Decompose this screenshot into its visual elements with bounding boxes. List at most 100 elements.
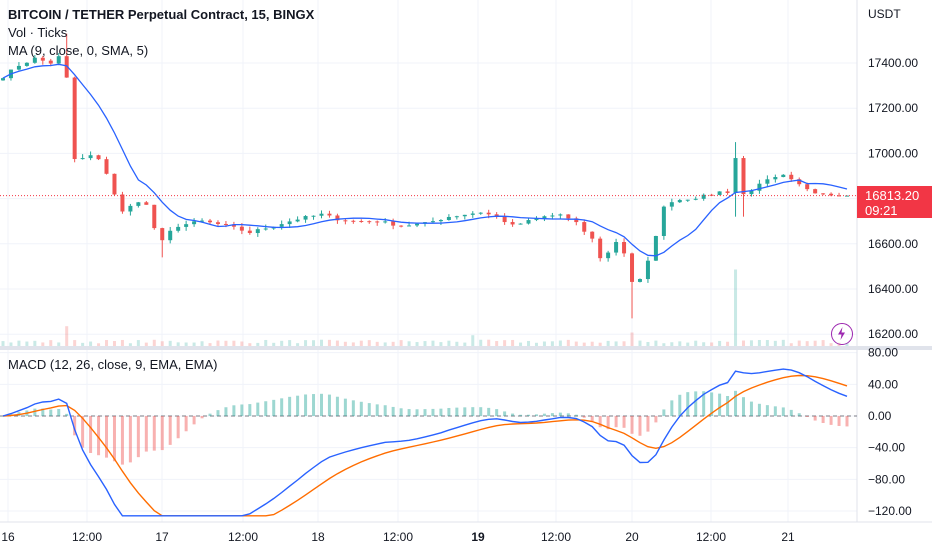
macd-hist-bar (813, 416, 817, 421)
volume-bar (152, 339, 156, 346)
macd-hist-bar (598, 416, 602, 428)
macd-hist-bar (232, 405, 236, 416)
volume-bar (112, 341, 116, 346)
macd-hist-bar (805, 416, 809, 417)
macd-hist-bar (749, 401, 753, 416)
macd-hist-bar (773, 406, 777, 416)
candle-body (255, 229, 260, 234)
macd-hist-bar (272, 399, 276, 416)
volume-bar (805, 341, 809, 346)
ma-legend[interactable]: MA (9, close, 0, SMA, 5) (8, 43, 149, 58)
volume-bar (375, 341, 379, 346)
volume-bars (1, 269, 849, 346)
candle-body (614, 242, 619, 253)
volume-bar (471, 335, 475, 346)
macd-hist-bar (797, 413, 801, 416)
macd-hist-bar (527, 414, 531, 416)
candle-body (765, 179, 770, 184)
macd-hist-bar (120, 416, 124, 465)
candlestick-series[interactable] (1, 33, 849, 319)
macd-hist-bar (152, 416, 156, 451)
macd-hist-bar (622, 416, 626, 428)
candle-body (494, 214, 499, 217)
candle-body (383, 221, 388, 223)
macd-axis[interactable]: 80.00 40.00 0.00 −40.00 −80.00 −120.00 (868, 346, 912, 518)
macd-lines[interactable] (2, 368, 848, 517)
candle-body (797, 179, 802, 185)
candle-body (813, 189, 818, 194)
macd-hist-bar (112, 416, 116, 462)
ma-line[interactable] (2, 63, 848, 257)
macd-hist-bar (359, 401, 363, 416)
macd-hist-bar (765, 405, 769, 416)
candle-body (104, 159, 109, 174)
volume-bar (232, 340, 236, 346)
macd-hist-bar (343, 398, 347, 416)
macd-hist-bar (319, 393, 323, 416)
macd-hist-bar (710, 392, 714, 416)
volume-bar (335, 340, 339, 346)
candle-body (454, 216, 459, 218)
candle-body (367, 221, 372, 223)
macd-tick-label: 40.00 (868, 377, 898, 391)
volume-bar (304, 340, 308, 346)
volume-bar (439, 342, 443, 346)
volume-bar (359, 340, 363, 346)
volume-bar (367, 340, 371, 346)
volume-bar (407, 341, 411, 346)
macd-legend[interactable]: MACD (12, 26, close, 9, EMA, EMA) (8, 357, 218, 372)
price-tick-label: 17200.00 (868, 101, 918, 115)
volume-bar (598, 342, 602, 346)
macd-hist-bar (463, 407, 467, 416)
macd-hist-bar (606, 416, 610, 430)
macd-hist-bar (312, 394, 316, 416)
volume-legend[interactable]: Vol · Ticks (8, 25, 68, 40)
macd-hist-bar (176, 416, 180, 439)
macd-hist-bar (718, 393, 722, 416)
candle-body (510, 222, 515, 225)
volume-bar (415, 342, 419, 346)
macd-tick-label: 0.00 (868, 409, 892, 423)
price-tick-label: 17400.00 (868, 56, 918, 70)
candle-body (789, 174, 794, 180)
time-tick-label: 12:00 (383, 530, 413, 544)
macd-hist-bar (136, 416, 140, 458)
candle-body (757, 183, 762, 191)
lightning-glyph (838, 327, 845, 340)
macd-hist-bar (789, 409, 793, 416)
macd-hist-bar (49, 409, 53, 416)
volume-bar (192, 342, 196, 346)
symbol-title[interactable]: BITCOIN / TETHER Perpetual Contract, 15,… (8, 7, 315, 22)
candle-body (470, 213, 475, 215)
candle-body (462, 214, 467, 217)
volume-bar (455, 341, 459, 346)
volume-bar (813, 340, 817, 346)
volume-bar (638, 340, 642, 346)
macd-hist-bar (335, 396, 339, 416)
macd-hist-bar (73, 416, 77, 436)
candle-body (478, 212, 483, 214)
volume-bar (614, 341, 618, 346)
volume-bar (622, 341, 626, 346)
volume-bar (248, 343, 252, 346)
volume-bar (558, 340, 562, 346)
volume-bar (288, 340, 292, 346)
candle-body (407, 225, 412, 227)
volume-bar (25, 341, 29, 346)
volume-bar (33, 340, 37, 346)
volume-bar (391, 341, 395, 346)
volume-bar (726, 341, 730, 346)
macd-hist-bar (511, 413, 515, 416)
volume-bar (105, 340, 109, 346)
macd-hist-bar (694, 391, 698, 416)
candle-body (359, 221, 364, 223)
candle-body (152, 204, 157, 229)
candle-body (829, 193, 834, 196)
volume-bar (319, 339, 323, 346)
volume-bar (65, 326, 69, 346)
time-tick-label: 12:00 (228, 530, 258, 544)
time-axis[interactable]: 16 12:00 17 12:00 18 12:00 19 12:00 20 12:00 21 (1, 530, 795, 544)
volume-bar (702, 342, 706, 346)
lightning-alert-icon[interactable] (831, 323, 853, 345)
